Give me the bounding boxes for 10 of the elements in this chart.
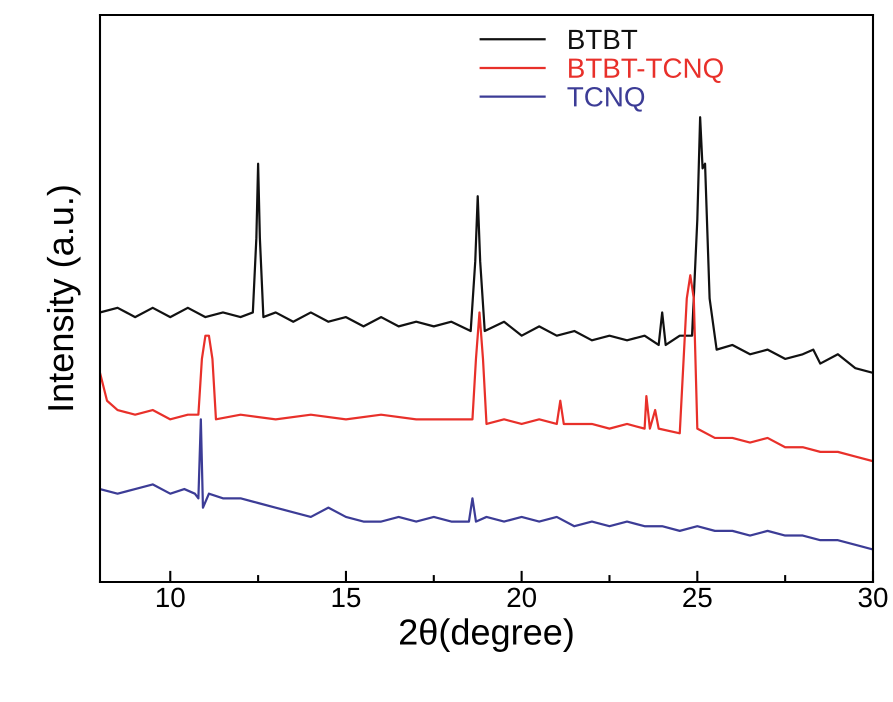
x-tick-label: 10	[156, 588, 185, 608]
x-tick-label: 25	[683, 588, 712, 608]
x-tick-label: 20	[508, 588, 536, 608]
x-tick-label: 30	[858, 588, 888, 608]
x-tick-label: 15	[332, 588, 360, 608]
y-axis-title: Intensity (a.u.)	[46, 186, 81, 410]
legend-label: TCNQ	[567, 86, 644, 112]
x-axis-title: 2θ(degree)	[400, 618, 573, 652]
legend-label: BTBT-TCNQ	[569, 58, 723, 83]
legend-label: BTBT	[569, 30, 638, 50]
